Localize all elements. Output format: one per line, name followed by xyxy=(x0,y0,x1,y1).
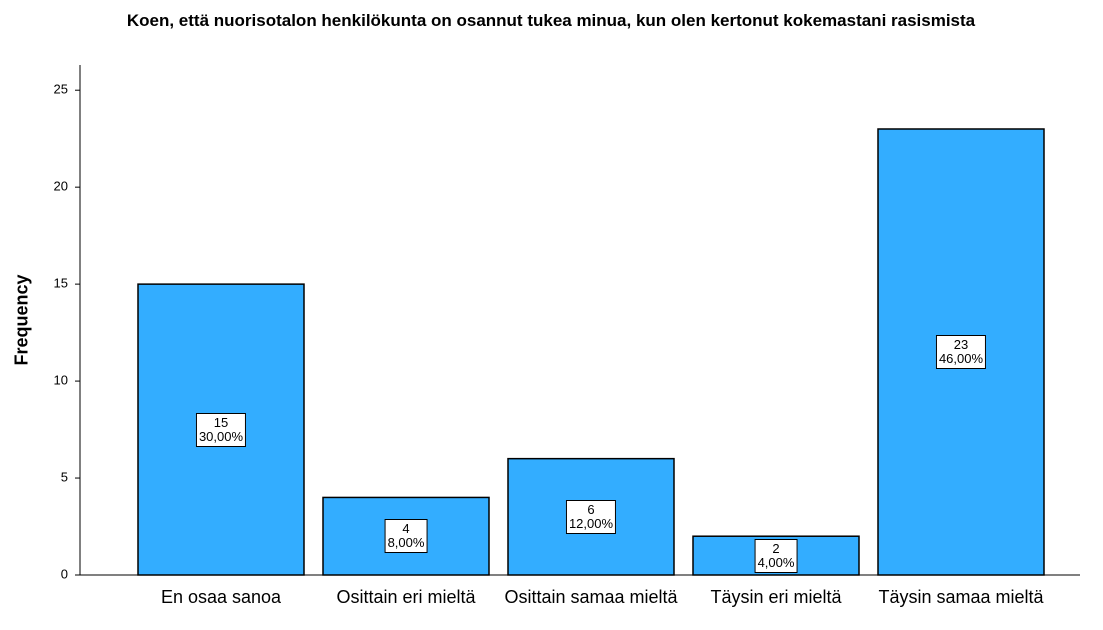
value-label: 23 xyxy=(953,336,969,352)
x-tick-label: Osittain samaa mieltä xyxy=(504,587,678,607)
percent-label: 4,00% xyxy=(757,554,795,570)
percent-label: 46,00% xyxy=(938,350,984,366)
data-label: 2 4,00% xyxy=(754,538,798,573)
value-label: 2 xyxy=(772,540,780,556)
x-tick-label: En osaa sanoa xyxy=(160,587,282,607)
y-tick-label: 10 xyxy=(54,373,68,388)
x-tick-label: Täysin samaa mieltä xyxy=(878,587,1044,607)
percent-label: 8,00% xyxy=(387,535,425,551)
data-label: 6 12,00% xyxy=(565,499,617,534)
chart-title: Koen, että nuorisotalon henkilökunta on … xyxy=(126,11,976,30)
x-tick-label: Täysin eri mieltä xyxy=(710,587,842,607)
y-tick-label: 15 xyxy=(54,276,68,291)
y-tick-label: 25 xyxy=(54,82,68,97)
y-axis-label: Frequency xyxy=(11,274,32,366)
percent-label: 30,00% xyxy=(198,428,244,444)
value-label: 6 xyxy=(587,501,595,517)
y-tick-label: 5 xyxy=(61,469,68,484)
percent-label: 12,00% xyxy=(568,515,614,531)
y-tick-label: 20 xyxy=(54,179,68,194)
data-label: 4 8,00% xyxy=(384,519,428,554)
value-label: 15 xyxy=(213,414,229,430)
y-tick-label: 0 xyxy=(61,566,68,581)
data-label: 23 46,00% xyxy=(935,334,987,369)
value-label: 4 xyxy=(402,521,410,537)
data-label: 15 30,00% xyxy=(195,412,247,447)
x-tick-label: Osittain eri mieltä xyxy=(336,587,476,607)
